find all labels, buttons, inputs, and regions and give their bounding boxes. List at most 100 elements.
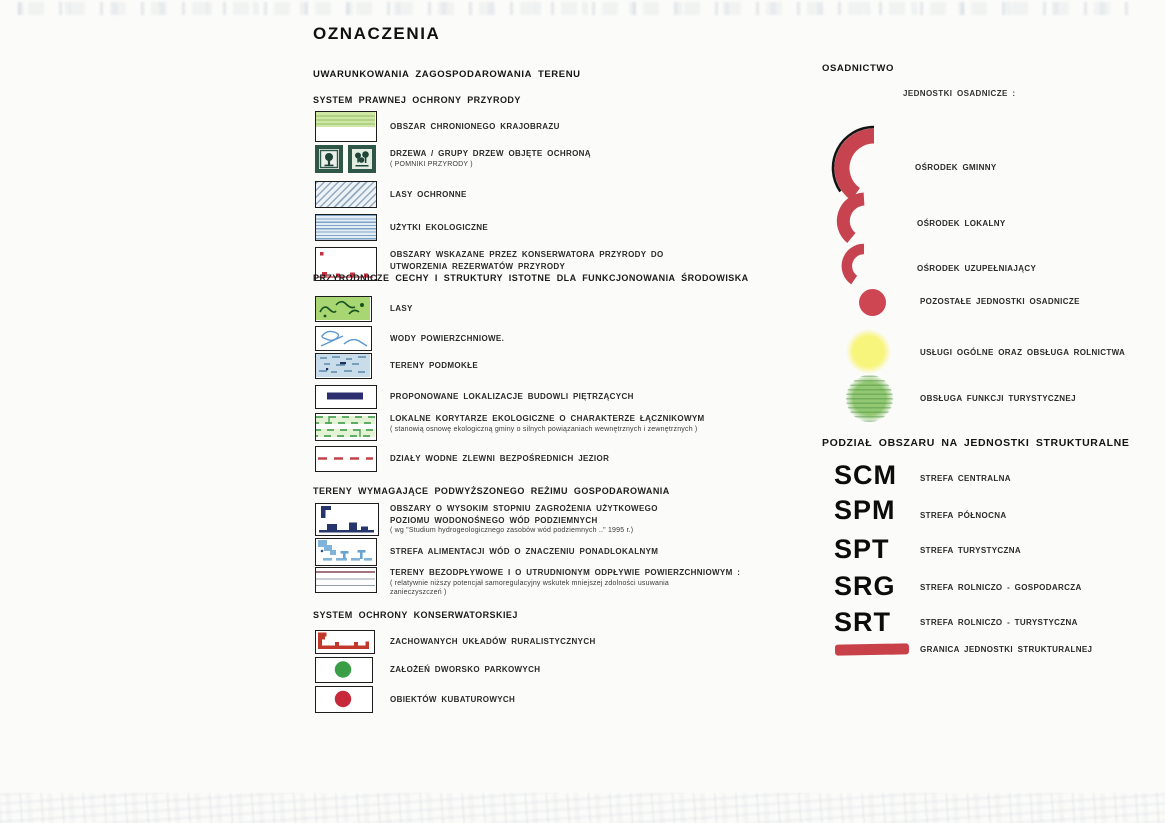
zone-code: SCM: [834, 460, 897, 490]
red-dot-in-box-icon: [334, 690, 352, 708]
legend-item-label: DRZEWA / GRUPY DRZEW OBJĘTE OCHRONĄ: [390, 149, 591, 158]
tourism-services-dot-icon: [846, 375, 893, 422]
legend-item: TERENY PODMOKŁE: [315, 353, 478, 379]
legend-item: STREFA ALIMENTACJI WÓD O ZNACZENIU PONAD…: [315, 538, 658, 566]
red-dashed-line-icon: [318, 457, 373, 460]
supplementary-center-arc-icon: [841, 243, 865, 285]
green-dot-in-box-icon: [334, 661, 352, 678]
navy-blocks-pattern-icon: [319, 506, 374, 533]
zone-label: STREFA PÓŁNOCNA: [920, 511, 1007, 520]
forest-pattern-icon: [316, 297, 370, 320]
legend-item: LOKALNE KORYTARZE EKOLOGICZNE O CHARAKTE…: [315, 413, 735, 441]
legend-item-label: TERENY BEZODPŁYWOWE I O UTRUDNIONYM ODPŁ…: [390, 568, 741, 577]
legend-item: UŻYTKI EKOLOGICZNE: [315, 214, 488, 241]
legend-item: OBSZARY WSKAZANE PRZEZ KONSERWATORA PRZY…: [315, 247, 665, 281]
legend-item-note: ( wg "Studium hydrogeologicznego zasobów…: [390, 527, 634, 535]
red-wall-pattern-icon: [318, 632, 369, 649]
zone-label: STREFA CENTRALNA: [920, 474, 1011, 483]
zone-label: STREFA ROLNICZO - GOSPODARCZA: [920, 583, 1082, 592]
diagonal-hatch-swatch: [315, 181, 390, 208]
no-drainage-swatch: [315, 567, 390, 593]
wetlands-swatch: [315, 353, 390, 379]
section-heading-przyrodnicze-cechy: PRZYRODNICZE CECHY I STRUKTURY ISTOTNE D…: [313, 273, 749, 283]
boundary-label: GRANICA JEDNOSTKI STRUKTURALNEJ: [920, 645, 1093, 654]
legend-item: ZAŁOŻEŃ DWORSKO PARKOWYCH: [315, 657, 540, 683]
legend-item-label: PROPONOWANE LOKALIZACJE BUDOWLI PIĘTRZĄC…: [390, 392, 634, 402]
groundwater-risk-swatch: [315, 503, 390, 536]
zones-heading: PODZIAŁ OBSZARU NA JEDNOSTKI STRUKTURALN…: [822, 437, 1130, 449]
zone-code: SPT: [834, 534, 890, 564]
water-alimentation-swatch: [315, 538, 390, 566]
protected-trees-swatch: [315, 145, 390, 173]
zone-code: SRG: [834, 571, 896, 601]
watershed-swatch: [315, 446, 390, 472]
right-column-heading: OSADNICTWO: [822, 63, 894, 74]
scan-noise-bottom: [0, 793, 1165, 823]
legend-item-note: ( POMNIKI PRZYRODY ): [390, 160, 473, 168]
legend-item-label: ZACHOWANYCH UKŁADÓW RURALISTYCZNYCH: [390, 637, 596, 647]
legend-item: WODY POWIERZCHNIOWE.: [315, 326, 504, 351]
rural-layouts-swatch: [315, 630, 390, 654]
protected-landscape-swatch: [315, 111, 390, 142]
legend-item-note: ( stanowią osnowę ekologiczną gminy o si…: [390, 425, 698, 433]
local-center-arc-icon: [836, 192, 865, 244]
scan-noise-top: [18, 2, 1135, 15]
legend-item-text: OBSZARY O WYSOKIM STOPNIU ZAGROŻENIA UŻY…: [390, 503, 710, 536]
settlement-units-subheading: JEDNOSTKI OSADNICZE :: [903, 89, 1016, 98]
green-band-pattern-icon: [316, 112, 375, 127]
other-settlement-dot-icon: [859, 289, 886, 316]
legend-item-label: UŻYTKI EKOLOGICZNE: [390, 222, 489, 232]
legend-item: TERENY BEZODPŁYWOWE I O UTRUDNIONYM ODPŁ…: [315, 567, 750, 598]
light-blue-blocks-pattern-icon: [318, 540, 372, 561]
wetland-pattern-icon: [316, 354, 370, 377]
section-heading-prawna-ochrona: SYSTEM PRAWNEJ OCHRONY PRZYRODY: [313, 95, 521, 105]
settlement-item-label: OŚRODEK LOKALNY: [917, 219, 1006, 228]
surface-waters-swatch: [315, 326, 390, 351]
legend-item-label: OBSZARY WSKAZANE PRZEZ KONSERWATORA PRZY…: [390, 250, 664, 271]
page-title: OZNACZENIA: [313, 24, 441, 43]
settlement-item-label: OBSŁUGA FUNKCJI TURYSTYCZNEJ: [920, 394, 1076, 403]
legend-item: DRZEWA / GRUPY DRZEW OBJĘTE OCHRONĄ ( PO…: [315, 145, 710, 173]
thin-lines-pattern-icon: [316, 571, 375, 587]
legend-item-label: OBSZARY O WYSOKIM STOPNIU ZAGROŻENIA UŻY…: [390, 504, 658, 525]
legend-item: ZACHOWANYCH UKŁADÓW RURALISTYCZNYCH: [315, 630, 596, 654]
legend-item-text: LOKALNE KORYTARZE EKOLOGICZNE O CHARAKTE…: [390, 413, 735, 434]
settlement-item-label: OŚRODEK UZUPEŁNIAJĄCY: [917, 264, 1037, 273]
cubature-objects-swatch: [315, 686, 390, 713]
legend-item: LASY: [315, 296, 413, 322]
legend-item: PROPONOWANE LOKALIZACJE BUDOWLI PIĘTRZĄC…: [315, 385, 634, 409]
settlement-item-label: POZOSTAŁE JEDNOSTKI OSADNICZE: [920, 297, 1080, 306]
legend-item-label: OBSZAR CHRONIONEGO KRAJOBRAZU: [390, 121, 560, 131]
legend-item-text: TERENY BEZODPŁYWOWE I O UTRUDNIONYM ODPŁ…: [390, 567, 750, 598]
navy-bar-icon: [327, 392, 363, 400]
legend-item: OBSZARY O WYSOKIM STOPNIU ZAGROŻENIA UŻY…: [315, 503, 710, 536]
forests-swatch: [315, 296, 390, 322]
green-dashes-pattern-icon: [316, 416, 375, 437]
horizontal-lines-swatch: [315, 214, 390, 241]
legend-item: OBSZAR CHRONIONEGO KRAJOBRAZU: [315, 111, 690, 142]
ecological-corridors-swatch: [315, 413, 390, 441]
manor-parks-swatch: [315, 657, 390, 683]
zone-code: SPM: [834, 495, 896, 525]
gmina-center-arc-icon: [831, 125, 875, 201]
legend-item-label: LOKALNE KORYTARZE EKOLOGICZNE O CHARAKTE…: [390, 414, 705, 423]
single-tree-icon: [315, 145, 343, 173]
structural-unit-boundary-bar-icon: [834, 643, 910, 656]
general-services-dot-icon: [846, 329, 891, 374]
legend-item: LASY OCHRONNE: [315, 181, 467, 208]
legend-item: OBIEKTÓW KUBATUROWYCH: [315, 686, 515, 713]
legend-item-label: OBIEKTÓW KUBATUROWYCH: [390, 694, 516, 704]
legend-item-label: TERENY PODMOKŁE: [390, 361, 478, 371]
left-column-heading: UWARUNKOWANIA ZAGOSPODAROWANIA TERENU: [313, 69, 581, 80]
red-marks-pattern-icon: [318, 252, 373, 278]
legend-item-label: ZAŁOŻEŃ DWORSKO PARKOWYCH: [390, 665, 541, 675]
legend-item-label: DZIAŁY WODNE ZLEWNI BEZPOŚREDNICH JEZIOR: [390, 454, 610, 464]
legend-item-label: LASY: [390, 304, 413, 314]
legend-item-text: DRZEWA / GRUPY DRZEW OBJĘTE OCHRONĄ ( PO…: [390, 145, 710, 169]
zone-label: STREFA ROLNICZO - TURYSTYCZNA: [920, 618, 1078, 627]
damming-structures-swatch: [315, 385, 390, 409]
reserve-areas-swatch: [315, 247, 390, 281]
legend-item-label: LASY OCHRONNE: [390, 189, 467, 199]
water-outline-pattern-icon: [320, 330, 368, 347]
